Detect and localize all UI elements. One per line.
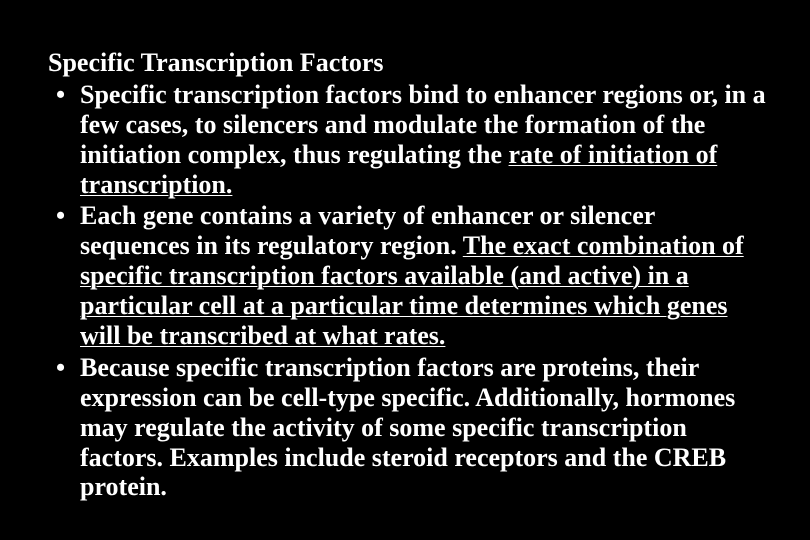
bullet-text-pre: Because specific transcription factors a…: [80, 353, 735, 502]
slide: Specific Transcription Factors Specific …: [0, 0, 810, 540]
list-item: Each gene contains a variety of enhancer…: [80, 201, 770, 350]
list-item: Because specific transcription factors a…: [80, 353, 770, 502]
list-item: Specific transcription factors bind to e…: [80, 80, 770, 200]
bullet-list: Specific transcription factors bind to e…: [48, 80, 770, 502]
slide-title: Specific Transcription Factors: [48, 48, 770, 78]
